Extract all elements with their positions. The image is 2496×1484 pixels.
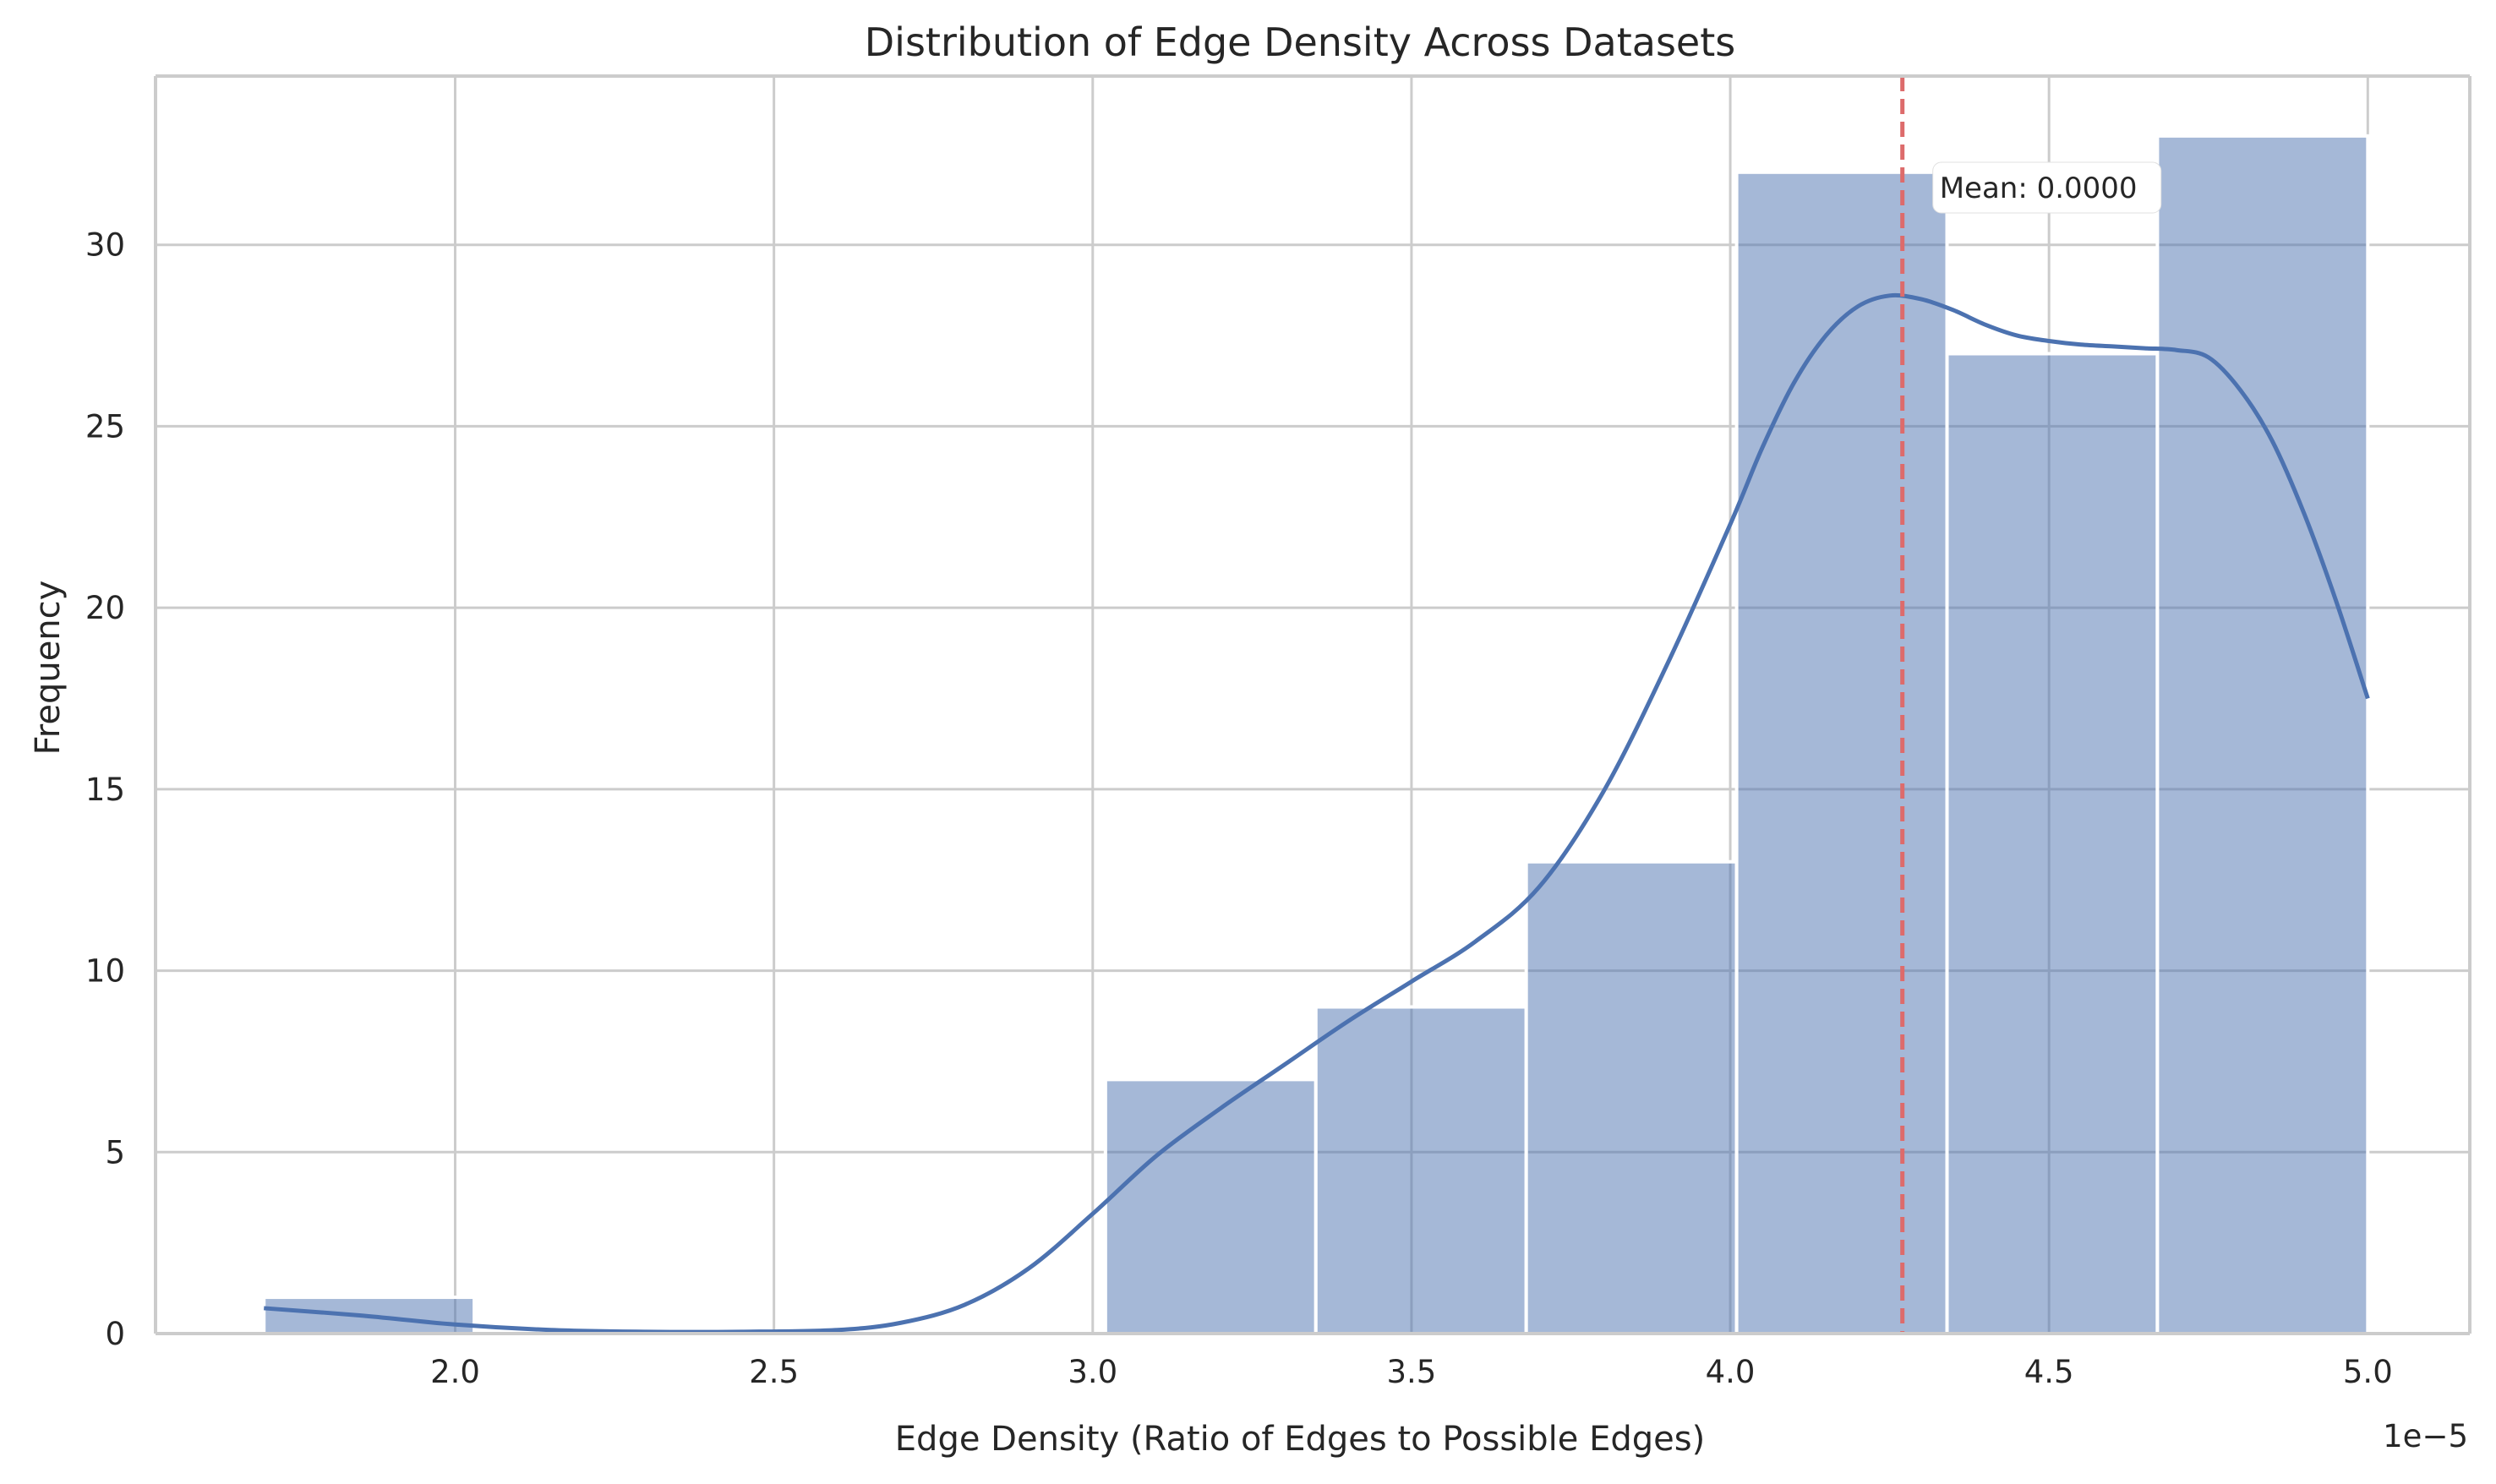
x-tick-label: 3.5	[1386, 1354, 1436, 1390]
y-tick-label: 25	[85, 408, 125, 445]
chart-title: Distribution of Edge Density Across Data…	[865, 19, 1736, 65]
y-tick-label: 10	[85, 953, 125, 990]
axes-layer	[154, 74, 2471, 1335]
x-offset-label: 1e−5	[2383, 1418, 2468, 1454]
y-tick-label: 5	[105, 1134, 125, 1170]
mean-layer: Mean: 0.0000	[1900, 76, 2162, 1334]
y-tick-label: 30	[85, 227, 125, 264]
bar-layer	[262, 134, 2370, 1335]
mean-annotation-box	[1932, 161, 2162, 214]
x-tick-label: 5.0	[2343, 1354, 2393, 1390]
histogram-bar	[1945, 352, 2160, 1335]
histogram-bar	[1524, 859, 1739, 1335]
y-axis-label: Frequency	[29, 581, 68, 756]
histogram-bar	[1314, 1005, 1528, 1335]
kde-curve	[264, 292, 2370, 1334]
y-tick-label: 0	[105, 1316, 125, 1352]
x-tick-label: 2.5	[749, 1354, 799, 1390]
kde-layer	[264, 292, 2370, 1334]
histogram-bar	[1734, 170, 1949, 1335]
x-tick-label: 3.0	[1068, 1354, 1117, 1390]
y-tick-label: 15	[85, 772, 125, 808]
ticks-layer: 2.0 2.5 3.0 3.5 4.0 4.5 5.0 0 5 10 15 20 25 30	[85, 227, 2393, 1390]
y-tick-label: 20	[85, 590, 125, 626]
x-tick-label: 4.5	[2024, 1354, 2074, 1390]
x-tick-label: 2.0	[430, 1354, 480, 1390]
histogram-bar	[2155, 134, 2370, 1335]
x-tick-label: 4.0	[1706, 1354, 1756, 1390]
x-axis-label: Edge Density (Ratio of Edges to Possible…	[895, 1420, 1705, 1459]
mean-annotation-label: Mean: 0.0000	[1940, 172, 2138, 205]
